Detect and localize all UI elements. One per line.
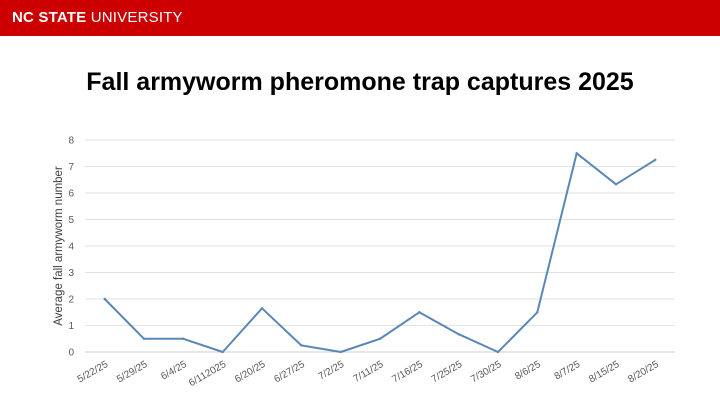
y-axis-title: Average fall armyworm number <box>53 166 65 326</box>
x-tick-label: 7/25/25 <box>430 359 465 385</box>
y-tick-label: 6 <box>68 189 74 200</box>
x-tick-label: 8/6/25 <box>513 359 543 383</box>
x-tick-label: 8/7/25 <box>553 359 583 383</box>
data-point <box>221 350 224 354</box>
x-tick-label: 7/16/25 <box>390 359 425 385</box>
x-tick-label: 7/2/25 <box>317 359 347 383</box>
y-tick-label: 8 <box>68 136 74 147</box>
x-tick-label: 7/11/25 <box>352 359 386 385</box>
university-logo: NC STATE UNIVERSITY <box>12 9 183 26</box>
x-axis-ticks: 5/22/25 5/29/25 6/4/256/112025 6/20/25 6/27/… <box>76 359 661 389</box>
x-tick-label: 5/29/25 <box>115 359 150 385</box>
x-tick-label: 6/20/25 <box>233 359 268 385</box>
data-point <box>182 337 185 340</box>
y-tick-label: 7 <box>68 162 74 173</box>
y-tick-label: 2 <box>68 295 74 306</box>
y-tick-label: 4 <box>68 242 74 253</box>
y-tick-label: 3 <box>68 268 74 279</box>
data-point <box>418 311 421 314</box>
y-tick-label: 5 <box>68 215 74 226</box>
x-tick-label: 7/30/25 <box>469 359 504 385</box>
y-axis-ticks: 0 1 2 3 4 5 6 7 8 <box>68 136 74 359</box>
series-line <box>103 152 656 353</box>
x-tick-label: 6/112025 <box>187 359 228 389</box>
brand-name-light: UNIVERSITY <box>86 9 183 26</box>
data-point <box>260 307 264 310</box>
data-point <box>103 297 106 301</box>
data-point <box>378 337 382 340</box>
series-layer <box>103 152 657 354</box>
x-tick-label: 5/22/25 <box>76 359 111 385</box>
data-point <box>536 311 539 314</box>
data-point <box>457 333 460 336</box>
data-point <box>142 337 146 340</box>
data-point <box>496 350 500 354</box>
data-point <box>654 158 657 162</box>
brand-name-strong: NC STATE <box>12 9 87 26</box>
brand-header-bar: NC STATE UNIVERSITY <box>0 0 720 36</box>
data-point <box>575 152 578 155</box>
y-tick-label: 1 <box>68 321 74 332</box>
gridlines <box>85 139 675 353</box>
x-tick-label: 8/15/25 <box>587 359 622 385</box>
data-point <box>300 344 303 347</box>
data-point <box>614 183 618 186</box>
data-point <box>339 350 342 354</box>
x-tick-label: 6/4/25 <box>159 359 189 383</box>
x-tick-label: 6/27/25 <box>272 359 307 385</box>
y-tick-label: 0 <box>68 348 74 359</box>
slide-title: Fall armyworm pheromone trap captures 20… <box>86 68 634 96</box>
x-tick-label: 8/20/25 <box>626 359 661 385</box>
